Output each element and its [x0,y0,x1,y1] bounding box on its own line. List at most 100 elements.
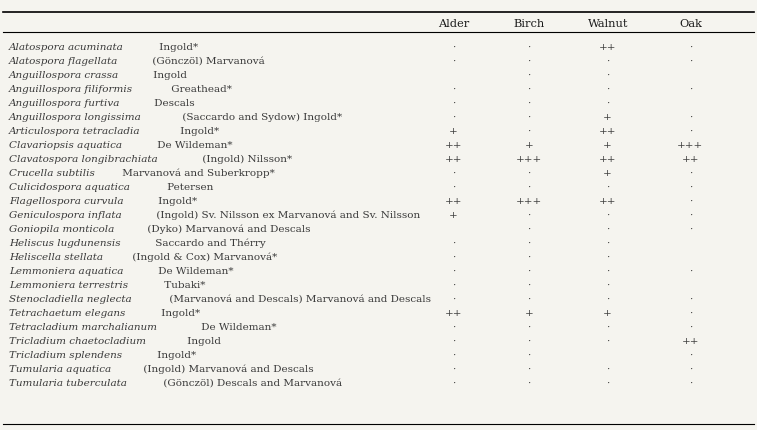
Text: (Ingold) Nilsson*: (Ingold) Nilsson* [199,155,292,164]
Text: ·: · [606,57,609,66]
Text: ·: · [689,197,692,206]
Text: ·: · [527,323,531,332]
Text: ·: · [527,71,531,80]
Text: ++: ++ [445,309,463,318]
Text: ·: · [606,85,609,94]
Text: ++: ++ [681,155,699,164]
Text: ·: · [452,57,455,66]
Text: ·: · [452,99,455,108]
Text: (Ingold & Cox) Marvanová*: (Ingold & Cox) Marvanová* [129,253,277,262]
Text: +++: +++ [516,197,542,206]
Text: Anguillospora crassa: Anguillospora crassa [9,71,119,80]
Text: +: + [603,141,612,150]
Text: ·: · [527,295,531,304]
Text: Tricladium chaetocladium: Tricladium chaetocladium [9,337,146,346]
Text: ·: · [606,239,609,248]
Text: ·: · [527,127,531,136]
Text: Flagellospora curvula: Flagellospora curvula [9,197,123,206]
Text: Lemmoniera aquatica: Lemmoniera aquatica [9,267,123,276]
Text: +: + [449,127,458,136]
Text: ·: · [527,99,531,108]
Text: ·: · [689,127,692,136]
Text: ·: · [527,183,531,192]
Text: Marvanová and Suberkropp*: Marvanová and Suberkropp* [119,169,275,178]
Text: ·: · [527,365,531,374]
Text: ·: · [452,295,455,304]
Text: Lemmoniera terrestris: Lemmoniera terrestris [9,281,128,290]
Text: Petersen: Petersen [164,183,213,192]
Text: Saccardo and Thérry: Saccardo and Thérry [151,239,266,248]
Text: ·: · [689,295,692,304]
Text: Alatospora acuminata: Alatospora acuminata [9,43,123,52]
Text: Tetracladium marchalianum: Tetracladium marchalianum [9,323,157,332]
Text: ·: · [606,225,609,234]
Text: Heliscella stellata: Heliscella stellata [9,253,103,262]
Text: ++: ++ [599,127,616,136]
Text: ·: · [452,183,455,192]
Text: Birch: Birch [513,19,544,29]
Text: ·: · [689,57,692,66]
Text: +: + [525,141,533,150]
Text: ++: ++ [445,155,463,164]
Text: Anguillospora filiformis: Anguillospora filiformis [9,85,133,94]
Text: ·: · [452,253,455,262]
Text: Articulospora tetracladia: Articulospora tetracladia [9,127,140,136]
Text: ·: · [527,281,531,290]
Text: (Ingold) Marvanová and Descals: (Ingold) Marvanová and Descals [139,365,313,374]
Text: ·: · [689,43,692,52]
Text: ·: · [527,351,531,360]
Text: ++: ++ [599,43,616,52]
Text: Walnut: Walnut [587,19,628,29]
Text: ·: · [606,295,609,304]
Text: ·: · [606,99,609,108]
Text: ·: · [452,169,455,178]
Text: ·: · [606,365,609,374]
Text: (Marvanová and Descals) Marvanová and Descals: (Marvanová and Descals) Marvanová and De… [166,295,431,304]
Text: ·: · [527,113,531,122]
Text: ++: ++ [445,197,463,206]
Text: +: + [603,169,612,178]
Text: +: + [603,309,612,318]
Text: ·: · [689,183,692,192]
Text: (Gönczöl) Descals and Marvanová: (Gönczöl) Descals and Marvanová [160,379,342,388]
Text: Heliscus lugdunensis: Heliscus lugdunensis [9,239,120,248]
Text: ·: · [452,239,455,248]
Text: +: + [525,309,533,318]
Text: ·: · [452,43,455,52]
Text: Clavariopsis aquatica: Clavariopsis aquatica [9,141,122,150]
Text: (Gönczöl) Marvanová: (Gönczöl) Marvanová [148,57,264,66]
Text: ·: · [689,85,692,94]
Text: (Dyko) Marvanová and Descals: (Dyko) Marvanová and Descals [144,225,310,234]
Text: ·: · [689,169,692,178]
Text: ·: · [689,351,692,360]
Text: ·: · [606,71,609,80]
Text: ·: · [452,379,455,388]
Text: ·: · [452,113,455,122]
Text: ·: · [527,239,531,248]
Text: (Ingold) Sv. Nilsson ex Marvanová and Sv. Nilsson: (Ingold) Sv. Nilsson ex Marvanová and Sv… [153,211,420,220]
Text: Goniopila monticola: Goniopila monticola [9,225,114,234]
Text: ++: ++ [599,197,616,206]
Text: ·: · [689,225,692,234]
Text: +++: +++ [516,155,542,164]
Text: ·: · [527,225,531,234]
Text: ·: · [527,85,531,94]
Text: ·: · [527,57,531,66]
Text: Tubaki*: Tubaki* [161,281,206,290]
Text: +: + [603,113,612,122]
Text: ·: · [452,351,455,360]
Text: Clavatospora longibrachiata: Clavatospora longibrachiata [9,155,157,164]
Text: Crucella subtilis: Crucella subtilis [9,169,95,178]
Text: Stenocladiella neglecta: Stenocladiella neglecta [9,295,132,304]
Text: De Wildeman*: De Wildeman* [154,141,232,150]
Text: Anguillospora furtiva: Anguillospora furtiva [9,99,120,108]
Text: (Saccardo and Sydow) Ingold*: (Saccardo and Sydow) Ingold* [179,113,342,122]
Text: Culicidospora aquatica: Culicidospora aquatica [9,183,129,192]
Text: ·: · [689,113,692,122]
Text: ·: · [689,365,692,374]
Text: Alder: Alder [438,19,469,29]
Text: +: + [449,211,458,220]
Text: ·: · [606,267,609,276]
Text: Greathead*: Greathead* [168,85,232,94]
Text: +++: +++ [678,141,703,150]
